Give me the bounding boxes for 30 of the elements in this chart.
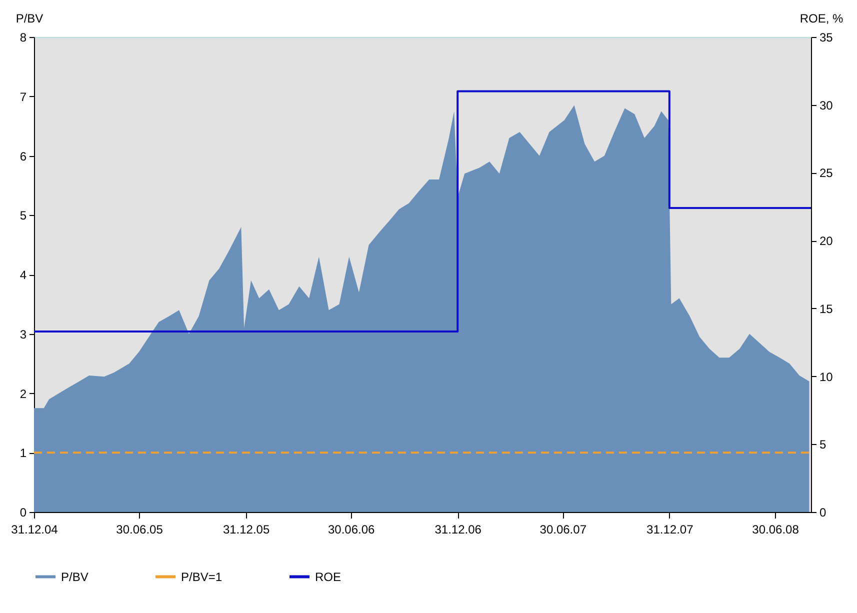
y2-tick-label: 10 [820, 370, 834, 384]
legend-label: ROE [315, 570, 342, 584]
y-tick-label: 2 [20, 386, 27, 401]
y-tick-label: 3 [20, 327, 27, 342]
y2-tick-label: 30 [820, 98, 834, 112]
y-tick-label: 6 [20, 149, 27, 164]
x-tick-label: 31.12.07 [646, 522, 694, 536]
x-tick-label: 30.06.05 [116, 522, 164, 536]
x-tick-label: 30.06.07 [540, 522, 587, 536]
y-axis-title: P/BV [16, 12, 44, 26]
legend-label: P/BV [61, 570, 88, 584]
y2-axis-title: ROE, % [800, 12, 844, 26]
y2-tick-label: 0 [820, 506, 826, 520]
y-tick-label: 8 [20, 30, 27, 44]
y2-tick-label: 20 [820, 234, 834, 248]
x-tick-label: 31.12.04 [11, 522, 58, 536]
y2-tick-label: 5 [820, 438, 826, 452]
x-tick-label: 31.12.05 [222, 522, 270, 536]
legend-label: P/BV=1 [181, 570, 222, 584]
y-tick-label: 5 [20, 208, 27, 223]
x-tick-label: 30.06.08 [752, 522, 800, 536]
x-tick-label: 31.12.06 [434, 522, 482, 536]
y2-tick-label: 15 [820, 302, 834, 316]
y-tick-label: 7 [20, 90, 27, 104]
y2-tick-label: 25 [820, 166, 834, 180]
x-tick-label: 30.06.06 [328, 522, 376, 536]
y2-tick-label: 35 [820, 30, 834, 44]
y-tick-label: 0 [20, 506, 27, 520]
y-tick-label: 4 [20, 268, 27, 282]
y-tick-label: 1 [20, 446, 27, 460]
